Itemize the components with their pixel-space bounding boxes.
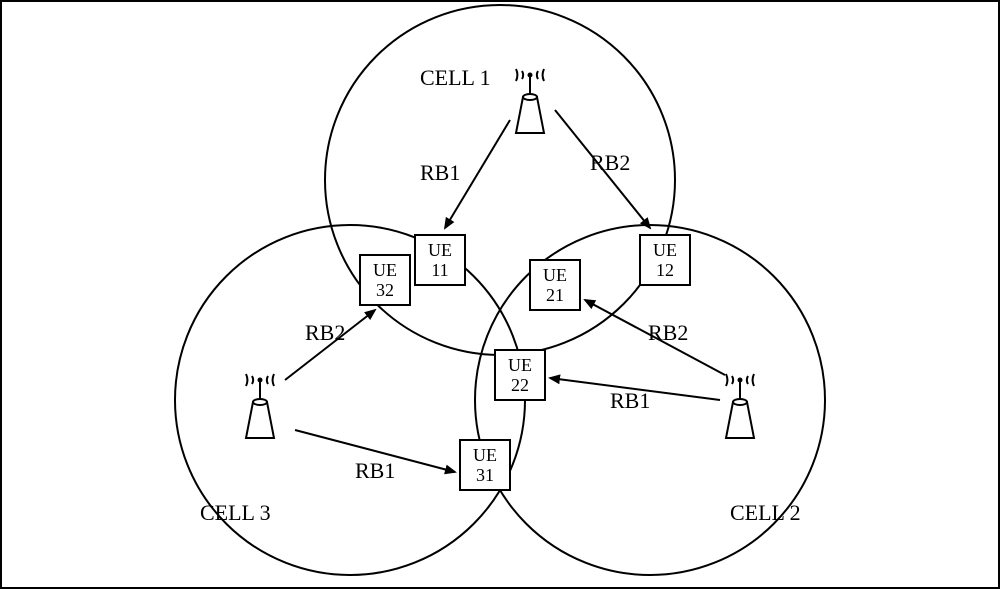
ue-label-top-ue32: UE (373, 260, 397, 280)
arrow-label-c1_rb1: RB1 (420, 160, 460, 185)
ue-ue12: UE12 (640, 235, 690, 285)
ue-label-top-ue22: UE (508, 355, 532, 375)
ue-label-top-ue12: UE (653, 240, 677, 260)
ue-label-bot-ue31: 31 (476, 465, 494, 485)
ue-ue21: UE21 (530, 260, 580, 310)
cell-label-cell3: CELL 3 (200, 500, 271, 525)
basestation-cell1 (516, 69, 544, 133)
arrow-label-c3_rb2: RB2 (305, 320, 345, 345)
arrow-label-c1_rb2: RB2 (590, 150, 630, 175)
ue-label-bot-ue32: 32 (376, 280, 394, 300)
arrow-label-c3_rb1: RB1 (355, 458, 395, 483)
ue-ue31: UE31 (460, 440, 510, 490)
cell-label-cell1: CELL 1 (420, 65, 491, 90)
frame (1, 1, 999, 588)
basestation-cell3 (246, 374, 274, 438)
ue-ue11: UE11 (415, 235, 465, 285)
ue-label-bot-ue21: 21 (546, 285, 564, 305)
ue-ue22: UE22 (495, 350, 545, 400)
cell-label-cell2: CELL 2 (730, 500, 801, 525)
arrow-label-c2_rb2: RB2 (648, 320, 688, 345)
basestation-cell2 (726, 374, 754, 438)
ue-ue32: UE32 (360, 255, 410, 305)
ue-label-top-ue31: UE (473, 445, 497, 465)
ue-label-bot-ue22: 22 (511, 375, 529, 395)
ue-label-bot-ue11: 11 (431, 260, 448, 280)
ue-label-top-ue11: UE (428, 240, 452, 260)
ue-label-bot-ue12: 12 (656, 260, 674, 280)
ue-label-top-ue21: UE (543, 265, 567, 285)
arrow-label-c2_rb1: RB1 (610, 388, 650, 413)
